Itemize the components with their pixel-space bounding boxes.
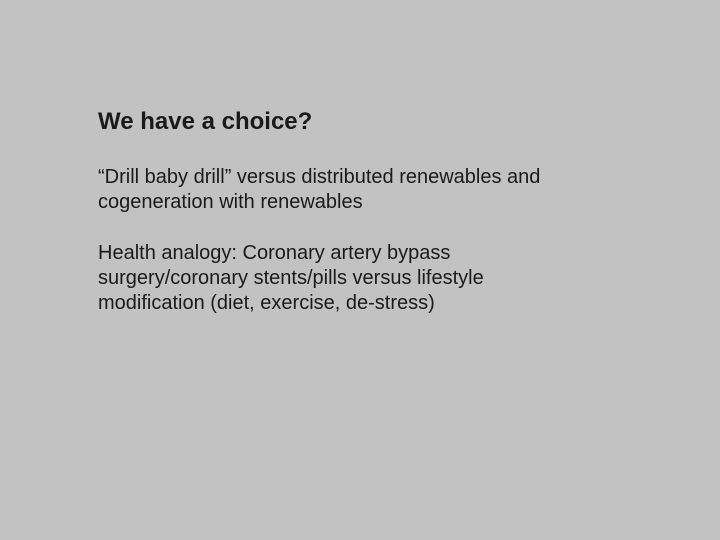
slide: We have a choice? “Drill baby drill” ver… — [0, 0, 720, 540]
paragraph-1: “Drill baby drill” versus distributed re… — [98, 165, 578, 215]
slide-title: We have a choice? — [98, 108, 620, 137]
paragraph-2: Health analogy: Coronary artery bypass s… — [98, 241, 578, 316]
